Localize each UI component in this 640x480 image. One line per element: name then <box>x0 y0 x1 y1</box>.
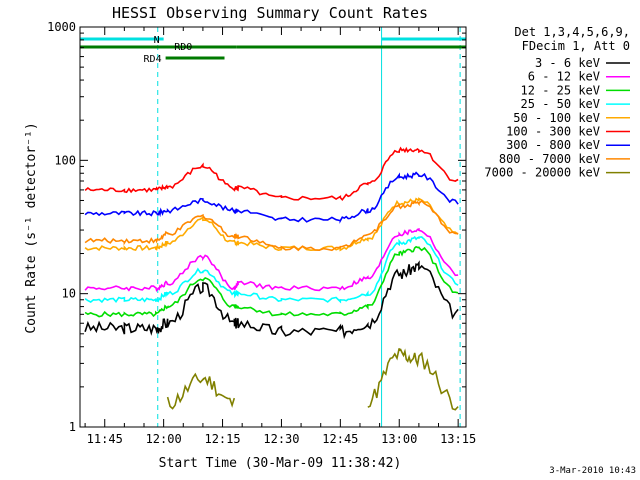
legend-entry-label: 6 - 12 keV <box>528 70 600 84</box>
series-line-0 <box>84 260 459 340</box>
y-tick-label: 1 <box>69 420 76 434</box>
legend-entry-label: 100 - 300 keV <box>506 125 600 139</box>
legend-entry-label: 7000 - 20000 keV <box>484 166 600 180</box>
x-tick-label: 13:00 <box>381 432 417 446</box>
y-axis-label: Count Rate (s⁻¹ detector⁻¹) <box>24 122 39 333</box>
series-line-6 <box>84 171 459 224</box>
flag-label-rd4: RD4 <box>144 54 162 65</box>
legend-entry-label: 50 - 100 keV <box>513 111 600 125</box>
flag-label-n: N <box>154 35 160 46</box>
series-line-3 <box>84 235 459 304</box>
x-tick-label: 12:30 <box>263 432 299 446</box>
x-tick-label: 12:45 <box>322 432 358 446</box>
y-tick-label: 10 <box>62 287 76 301</box>
x-tick-label: 12:15 <box>204 432 240 446</box>
legend-entry-label: 3 - 6 keV <box>535 56 600 70</box>
series-line-4 <box>84 197 459 252</box>
legend-entry-label: 300 - 800 keV <box>506 138 600 152</box>
x-axis-label: Start Time (30-Mar-09 11:38:42) <box>159 456 402 471</box>
series-line-8 <box>367 348 459 411</box>
chart-title: HESSI Observing Summary Count Rates <box>112 4 428 22</box>
flag-label-rd0: RD0 <box>174 42 192 53</box>
legend: Det 1,3,4,5,6,9, FDecim 1, Att 0 3 - 6 k… <box>484 25 630 180</box>
legend-header-1: Det 1,3,4,5,6,9, <box>514 25 630 39</box>
series-line-1 <box>84 227 459 293</box>
y-tick-label: 1000 <box>47 20 76 34</box>
legend-entry-label: 800 - 7000 keV <box>499 152 600 166</box>
plot-area: N RD0 RD4 <box>80 27 466 427</box>
plot-frame <box>79 26 467 428</box>
legend-entry-label: 12 - 25 keV <box>521 83 600 97</box>
legend-header-2: FDecim 1, Att 0 <box>522 39 630 53</box>
legend-entry-label: 25 - 50 keV <box>521 97 600 111</box>
series-line-5 <box>84 146 459 202</box>
x-tick-label: 13:15 <box>440 432 476 446</box>
x-tick-label: 11:45 <box>87 432 123 446</box>
series-line-8 <box>166 372 236 410</box>
footer-timestamp: 3-Mar-2010 10:43 <box>549 466 636 476</box>
x-tick-label: 12:00 <box>146 432 182 446</box>
series-line-7 <box>84 199 459 252</box>
y-tick-label: 100 <box>54 153 76 167</box>
series-line-2 <box>84 245 459 318</box>
